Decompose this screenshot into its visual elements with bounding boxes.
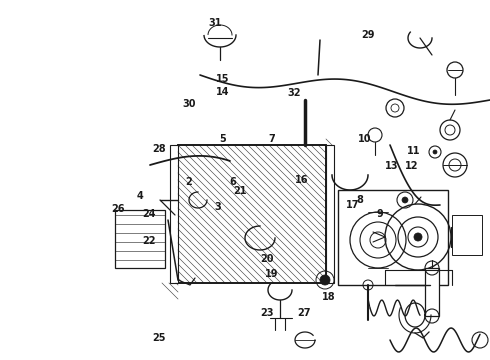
Circle shape (320, 275, 330, 285)
Circle shape (433, 150, 437, 154)
Text: 31: 31 (209, 18, 222, 28)
Text: 22: 22 (143, 236, 156, 246)
Text: 21: 21 (233, 186, 247, 196)
Text: 20: 20 (260, 254, 274, 264)
Text: 18: 18 (321, 292, 335, 302)
Text: 6: 6 (229, 177, 236, 187)
Bar (170, 145, 178, 283)
Circle shape (402, 197, 408, 203)
Bar (178, 145, 326, 283)
Text: 17: 17 (346, 200, 360, 210)
Text: 10: 10 (358, 134, 372, 144)
Text: 2: 2 (185, 177, 192, 187)
Bar (425, 268, 439, 316)
Text: 8: 8 (357, 195, 364, 205)
Bar (115, 210, 165, 268)
Bar (452, 215, 482, 255)
Bar (338, 190, 448, 285)
Bar (178, 145, 326, 283)
Text: 16: 16 (294, 175, 308, 185)
Circle shape (414, 233, 422, 241)
Text: 7: 7 (269, 134, 275, 144)
Text: 32: 32 (287, 88, 301, 98)
Text: 27: 27 (297, 308, 311, 318)
Bar (326, 145, 334, 283)
Text: 3: 3 (215, 202, 221, 212)
Text: 5: 5 (220, 134, 226, 144)
Text: 29: 29 (361, 30, 374, 40)
Text: 26: 26 (111, 204, 124, 214)
Text: 9: 9 (376, 209, 383, 219)
Text: 25: 25 (152, 333, 166, 343)
Text: 30: 30 (182, 99, 196, 109)
Text: 4: 4 (136, 191, 143, 201)
Text: 24: 24 (143, 209, 156, 219)
Text: 15: 15 (216, 74, 230, 84)
Text: 12: 12 (405, 161, 418, 171)
Text: 11: 11 (407, 146, 421, 156)
Text: 14: 14 (216, 87, 230, 97)
Text: 19: 19 (265, 269, 279, 279)
Text: 13: 13 (385, 161, 399, 171)
Text: 23: 23 (260, 308, 274, 318)
Text: 28: 28 (152, 144, 166, 154)
